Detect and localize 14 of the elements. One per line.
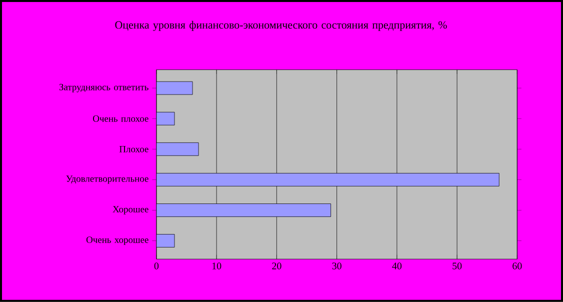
x-tick-label: 10	[212, 262, 222, 270]
y-tick-label: Удовлетворительное	[66, 176, 148, 184]
y-tick-label: Затрудняюсь ответить	[59, 84, 148, 92]
y-tick-label: Плохое	[119, 146, 148, 152]
x-tick-label: 30	[332, 262, 342, 270]
x-tick-label: 20	[272, 262, 282, 270]
y-tick-label: Очень плохое	[93, 115, 148, 122]
x-tick-label: 50	[452, 262, 462, 270]
chart-title: Оценка уровня финансово-экономического состояния предприятия, %	[115, 20, 447, 31]
x-tick-label: 40	[392, 262, 402, 270]
y-tick-label: Хорошее	[112, 206, 148, 214]
y-tick-label: Очень хорошее	[86, 236, 148, 245]
x-tick-label: 0	[154, 262, 159, 270]
x-tick-label: 60	[512, 262, 522, 270]
